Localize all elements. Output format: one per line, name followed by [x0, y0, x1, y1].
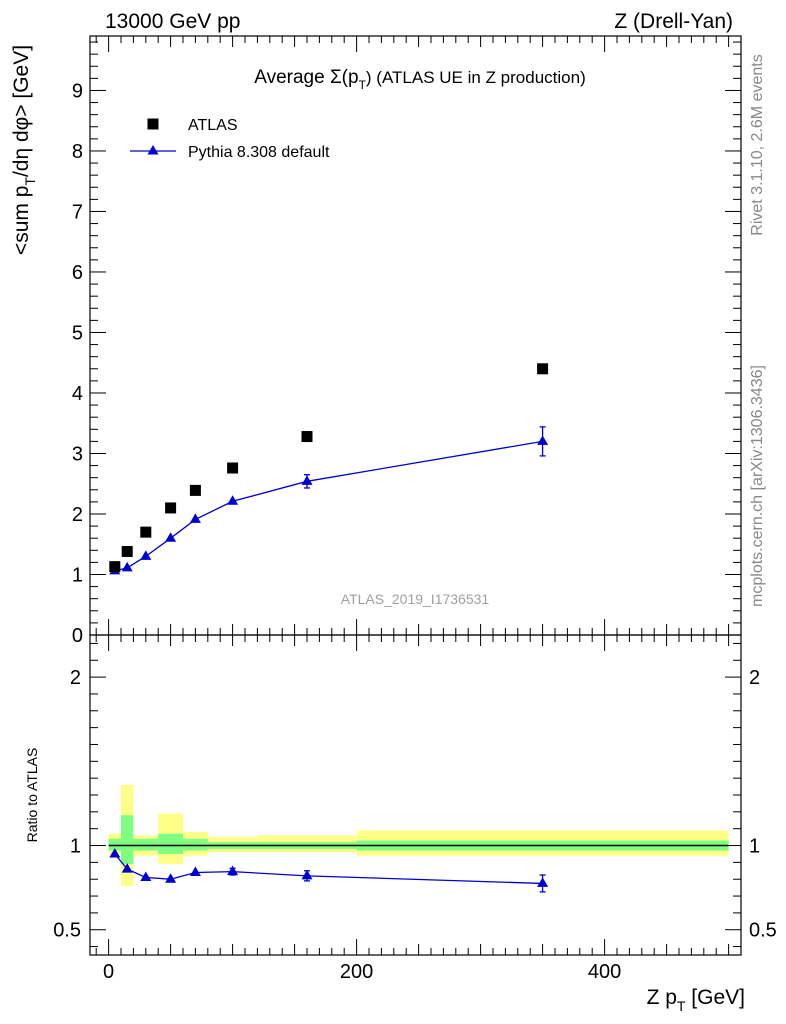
pythia-point — [165, 532, 177, 542]
main-title: Average Σ(pT) (ATLAS UE in Z production) — [254, 67, 586, 92]
main-ytick-label: 3 — [72, 443, 83, 465]
main-ytick-label: 1 — [72, 564, 83, 586]
main-panel: 0 1 2 3 4 5 6 7 8 9 — [72, 35, 742, 647]
header-left: 13000 GeV pp — [105, 10, 240, 33]
pythia-point — [227, 495, 239, 505]
ratio-ytick-label-right: 1 — [749, 836, 760, 858]
ratio-ytick-label: 1 — [70, 836, 81, 858]
atlas-point — [227, 462, 239, 474]
legend-label-atlas: ATLAS — [188, 117, 238, 134]
xtick-label: 200 — [340, 961, 373, 983]
main-ytick-label: 6 — [72, 262, 83, 284]
atlas-point — [121, 546, 133, 558]
main-ytick-label: 5 — [72, 322, 83, 344]
ratio-pythia-point — [537, 877, 549, 887]
ratio-pythia-point — [165, 873, 177, 883]
atlas-point — [165, 502, 177, 514]
atlas-point — [109, 561, 121, 573]
ratio-pythia-point — [121, 863, 133, 873]
main-ytick-label: 7 — [72, 201, 83, 223]
main-ytick-label: 2 — [72, 504, 83, 526]
main-ytick-label: 9 — [72, 80, 83, 102]
ratio-panel: 0 200 400 0.5 0.5 1 1 2 2 — [53, 634, 777, 983]
ratio-ytick-label: 0.5 — [53, 920, 81, 942]
ratio-pythia-point — [189, 866, 201, 876]
ratio-ytick-label: 2 — [70, 667, 81, 689]
pythia-line — [114, 440, 543, 572]
analysis-label: ATLAS_2019_I1736531 — [341, 591, 490, 607]
band-inner-2 — [133, 838, 159, 851]
band-inner-3 — [158, 833, 183, 854]
atlas-point — [189, 484, 201, 496]
xtick-label: 400 — [588, 961, 621, 983]
header-right: Z (Drell-Yan) — [614, 10, 733, 33]
ratio-ylabel: Ratio to ATLAS — [24, 748, 40, 843]
main-ytick-label: 4 — [72, 383, 83, 405]
ratio-pythia-point — [140, 871, 152, 882]
legend-label-pythia: Pythia 8.308 default — [188, 144, 330, 161]
ratio-pythia-point — [109, 847, 121, 858]
band-inner-4 — [183, 838, 208, 851]
ratio-pythia-point — [301, 869, 313, 880]
legend: ATLAS Pythia 8.308 default — [130, 117, 330, 161]
pythia-point — [189, 513, 201, 523]
ratio-ytick-label-right: 0.5 — [749, 920, 777, 942]
legend-marker-pythia — [147, 145, 159, 155]
band-inner-1 — [121, 815, 134, 865]
ratio-pythia-point — [227, 865, 239, 876]
main-ylabel: <sum pT/dη dφ> [GeV] — [10, 45, 38, 255]
atlas-point — [140, 526, 152, 538]
side-mcplots: mcplots.cern.ch [arXiv:1306.3436] — [749, 365, 766, 607]
main-ytick-label: 0 — [72, 625, 83, 647]
pythia-point — [537, 435, 549, 445]
pythia-point — [140, 550, 152, 560]
band-inner-0 — [108, 838, 121, 851]
atlas-point — [301, 431, 313, 443]
xlabel: Z pT [GeV] — [647, 986, 745, 1014]
ratio-frame — [89, 634, 742, 956]
legend-marker-atlas — [147, 118, 159, 130]
pythia-point — [121, 561, 133, 572]
main-ytick-label: 8 — [72, 141, 83, 163]
pythia-point — [301, 475, 313, 485]
side-rivet: Rivet 3.1.10, 2.6M events — [749, 54, 766, 235]
xtick-label: 0 — [103, 961, 114, 983]
atlas-point — [537, 363, 549, 375]
ratio-ytick-label-right: 2 — [749, 667, 760, 689]
